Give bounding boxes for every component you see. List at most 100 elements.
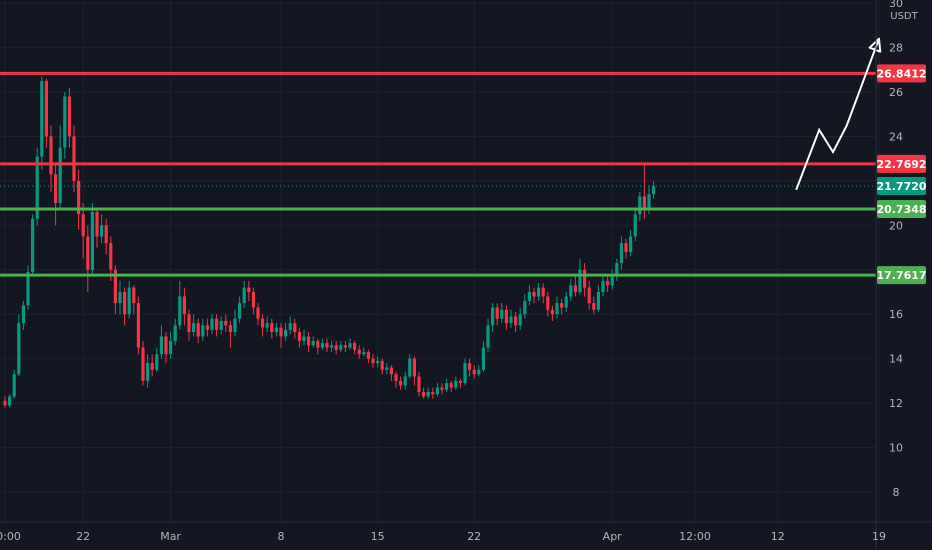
candle (408, 354, 412, 379)
candle (95, 207, 99, 248)
candle (546, 292, 550, 317)
candle (261, 314, 265, 337)
candle-body (518, 314, 522, 326)
candle (504, 305, 508, 330)
candle (537, 283, 541, 301)
candle-body (141, 347, 145, 381)
candle (560, 298, 564, 315)
candle-body (123, 292, 127, 315)
candle (238, 296, 242, 324)
candle-body (569, 285, 573, 297)
candle (449, 380, 453, 393)
candle-body (357, 349, 361, 355)
candle (445, 378, 449, 393)
candle-body (265, 323, 269, 328)
candle-body (463, 363, 467, 384)
candle (219, 316, 223, 335)
candle-body (583, 269, 587, 288)
candle-body (578, 269, 582, 293)
candle-body (385, 367, 389, 370)
candle (233, 309, 237, 337)
time-axis[interactable]: 00:00 22 Mar 8 15 22 Apr 12:00 12 19 (0, 521, 932, 543)
candle-body (468, 363, 472, 370)
candle-body (454, 380, 458, 388)
candle-body (417, 376, 421, 393)
candle (113, 265, 117, 315)
candle-body (353, 343, 357, 350)
candle (26, 265, 30, 310)
candle-body (155, 354, 159, 370)
candle-body (261, 318, 265, 328)
price-tag-last-price: 21.7720 (876, 176, 927, 195)
candle-body (339, 345, 343, 350)
candle-body (509, 316, 513, 324)
candle-body (307, 336, 311, 346)
candle (555, 296, 559, 319)
candle-body (366, 352, 370, 359)
candle-body (334, 345, 338, 350)
candle (610, 269, 614, 290)
candle-body (394, 374, 398, 381)
candle-body (504, 309, 508, 324)
candle-body (638, 196, 642, 215)
candle (164, 332, 168, 364)
candle-body (376, 360, 380, 364)
candle-body (449, 383, 453, 388)
candle-body (532, 292, 536, 297)
candle-body (12, 374, 16, 397)
candle (514, 312, 518, 333)
candle (606, 274, 610, 293)
candle (454, 376, 458, 390)
candle-body (284, 329, 288, 337)
candle-body (288, 323, 292, 330)
candle-body (192, 323, 196, 333)
candle-body (44, 80, 48, 137)
candle-body (31, 218, 35, 273)
candle (417, 372, 421, 397)
candle (109, 236, 113, 281)
candle-body (21, 305, 25, 324)
candle (270, 318, 274, 339)
candle (596, 285, 600, 313)
candle (67, 87, 71, 148)
candle (247, 280, 251, 301)
price-tag-label: 20.7348 (876, 203, 926, 216)
candle (141, 340, 145, 386)
candle-body (541, 287, 545, 297)
candle-body (182, 296, 186, 315)
candle (302, 329, 306, 346)
candle-body (527, 292, 531, 301)
candle (72, 125, 76, 193)
candle-body (136, 303, 140, 348)
candle-body (279, 327, 283, 337)
projection-path (795, 38, 880, 191)
candle (210, 314, 214, 335)
x-tick-label: Mar (160, 530, 181, 543)
candle-body (610, 274, 614, 286)
candle (652, 180, 656, 199)
candle-body (210, 318, 214, 330)
candle-body (40, 80, 44, 157)
candle-body (560, 303, 564, 308)
candle (316, 338, 320, 355)
candle-body (173, 325, 177, 341)
candle-body (293, 323, 297, 333)
candle-body (205, 325, 209, 330)
candle-body (320, 343, 324, 348)
candle (330, 340, 334, 353)
candle (35, 147, 39, 226)
price-tag-bg (877, 266, 926, 285)
candle-body (178, 296, 182, 326)
price-tags: 26.8412 22.7692 21.7720 20.7348 17.7617 (876, 64, 927, 285)
candle-body (238, 303, 242, 319)
candle (123, 287, 127, 326)
candle-body (389, 367, 393, 375)
price-tag-bg (877, 64, 926, 83)
candle (334, 340, 338, 355)
candle (169, 332, 173, 359)
candle-body (523, 300, 527, 315)
candle-body (132, 287, 136, 304)
candle-body (67, 96, 71, 137)
candle-body (440, 387, 444, 390)
